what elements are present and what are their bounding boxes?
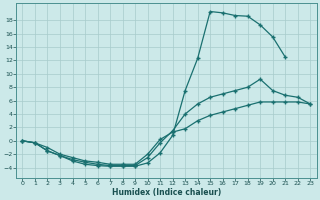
X-axis label: Humidex (Indice chaleur): Humidex (Indice chaleur) [112,188,221,197]
